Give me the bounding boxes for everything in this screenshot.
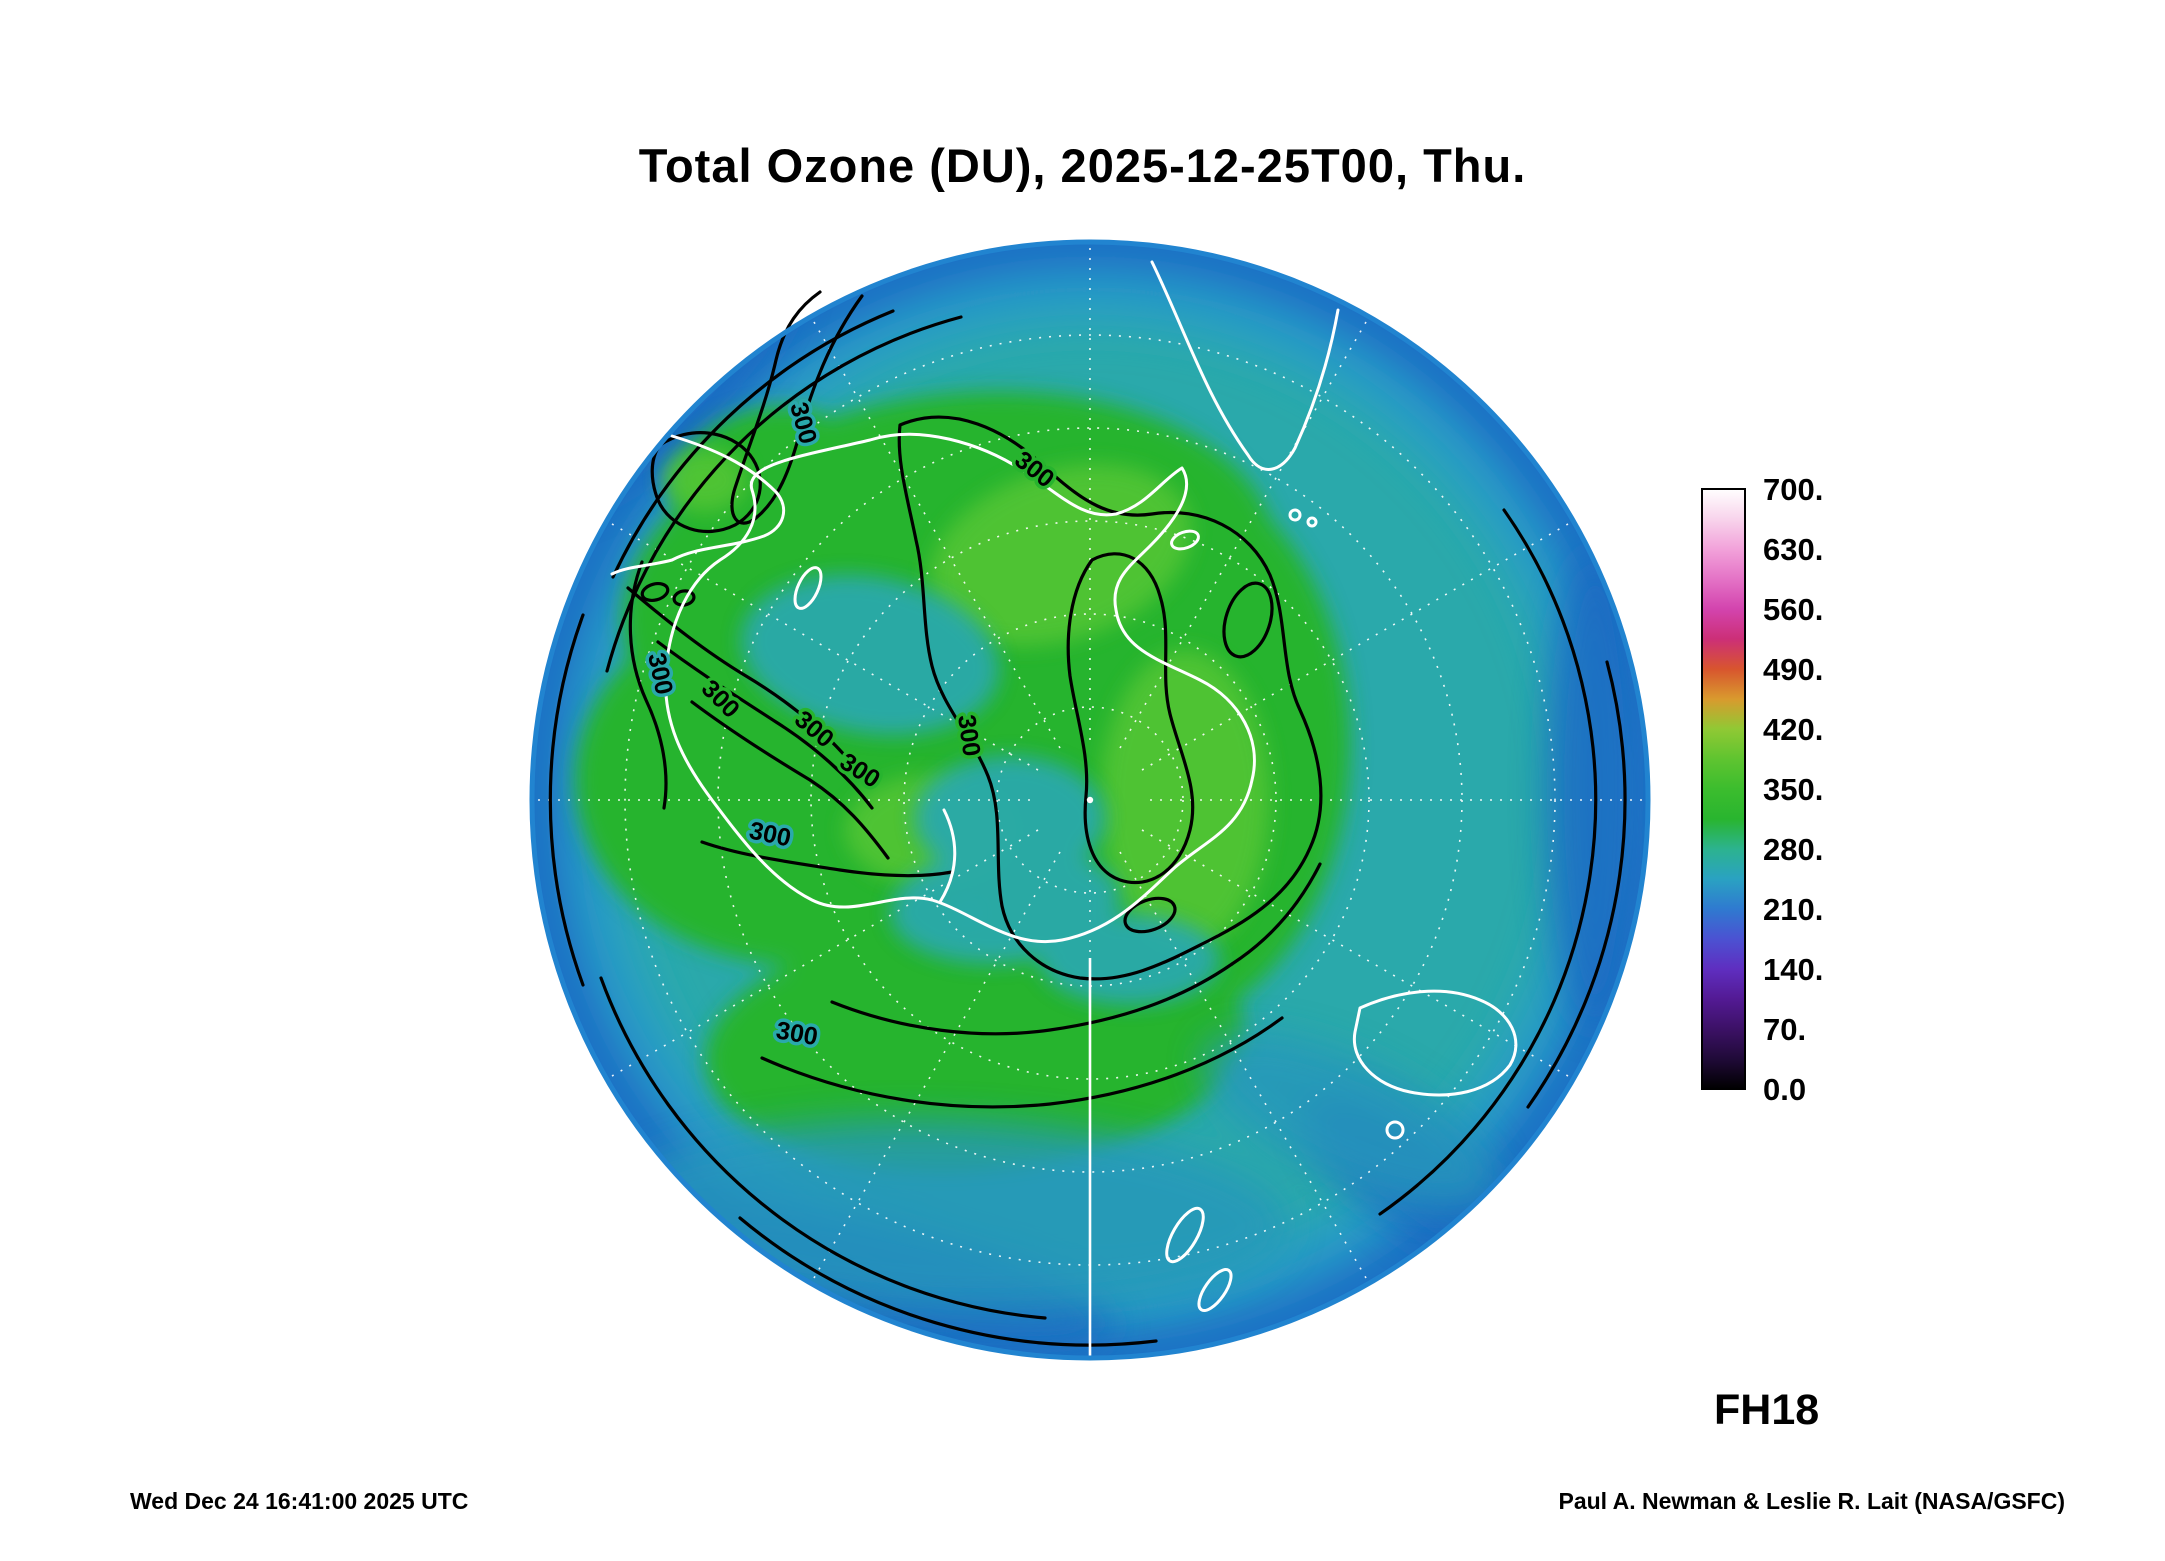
colorbar-tick-label: 490. (1763, 652, 1823, 687)
coastline-africa (610, 434, 786, 576)
lower-teal-patch (1202, 1033, 1498, 1207)
ozone-contour (672, 589, 696, 607)
coastline-antarctica (663, 432, 1256, 943)
ozone-contour (760, 1016, 1284, 1109)
graticule-meridian (813, 851, 1061, 1279)
colorbar-tick-label: 70. (1763, 1012, 1806, 1047)
island-madagascar (793, 566, 823, 610)
teal-patches (741, 574, 1220, 1005)
contour-label-300: 300 (952, 713, 986, 758)
colorbar-tick-label: 560. (1763, 592, 1823, 627)
footer-credit: Paul A. Newman & Leslie R. Lait (NASA/GS… (1558, 1488, 2065, 1514)
ozone-contour (897, 415, 1323, 981)
colorbar-tick-label: 0.0 (1763, 1072, 1806, 1107)
colorbar-tick-label: 420. (1763, 712, 1823, 747)
ozone-contour (1230, 862, 1322, 966)
colorbar-tick-labels: 700. 630. 560. 490. 420. 350. 280. 210. 140. 70. 0… (1763, 472, 1823, 1107)
ozone-contour (628, 560, 668, 810)
colorbar-gradient (1701, 488, 1746, 1090)
ozone-contour (640, 581, 670, 603)
graticule-meridian (1141, 523, 1569, 771)
graticule-meridian (1119, 851, 1367, 1279)
ozone-contour (1526, 660, 1627, 1109)
colorbar-tick-label: 700. (1763, 472, 1823, 507)
page-title: Total Ozone (DU), 2025-12-25T00, Thu. (638, 139, 1527, 192)
colorbar-tick-label: 630. (1763, 532, 1823, 567)
graticule-circle (996, 706, 1184, 894)
island-tasmania (1385, 1120, 1405, 1140)
graticule-meridian (813, 321, 1061, 749)
graticule-meridian (611, 523, 1039, 771)
ozone-contour (1123, 896, 1177, 934)
pole-marker (1086, 796, 1094, 804)
coastline-south-america (1150, 260, 1340, 471)
ozone-contour (700, 840, 954, 878)
run-label: FH18 (1714, 1386, 1820, 1434)
ozone-contour (1378, 508, 1598, 1216)
teal-patch (1040, 915, 1220, 1005)
colorbar-tick-label: 280. (1763, 832, 1823, 867)
island-new-zealand (1197, 1268, 1233, 1312)
colorbar-tick-label: 210. (1763, 892, 1823, 927)
teal-patch (915, 756, 1105, 880)
colorbar: 700. 630. 560. 490. 420. 350. 280. 210. 140. 70. 0… (1701, 472, 1823, 1107)
graticule-meridian (1141, 829, 1569, 1077)
ozone-contour (830, 962, 1234, 1036)
colorbar-tick-label: 350. (1763, 772, 1823, 807)
island (1170, 529, 1200, 551)
ozone-contour (730, 290, 864, 525)
globe-rim (529, 239, 1651, 1361)
colorbar-tick-label: 140. (1763, 952, 1823, 987)
ozone-contour (738, 1216, 1158, 1347)
ozone-contour (650, 431, 762, 534)
coastlines (610, 260, 1518, 1356)
ozone-contour (599, 976, 1047, 1320)
ozone-contour (611, 309, 895, 579)
ozone-contours (548, 290, 1627, 1347)
graticule-meridian (1119, 321, 1367, 749)
graticule-meridian (611, 829, 1039, 1077)
footer-timestamp: Wed Dec 24 16:41:00 2025 UTC (130, 1488, 469, 1514)
ozone-contour (656, 640, 874, 810)
island (1306, 516, 1318, 528)
ozone-contour (690, 700, 890, 860)
ozone-contour (626, 586, 856, 768)
coastline-ice-shelf (938, 808, 957, 904)
ozone-contour (1066, 552, 1195, 885)
island (1288, 508, 1302, 522)
bright-green-patch (1100, 650, 1270, 950)
graticule-circle (903, 613, 1277, 987)
teal-patch (741, 574, 999, 736)
graticule-circle (810, 520, 1370, 1080)
ozone-contour (1222, 581, 1274, 659)
ozone-contour (548, 613, 585, 987)
island-new-zealand (1165, 1206, 1205, 1264)
coastline-australia (1352, 989, 1518, 1097)
